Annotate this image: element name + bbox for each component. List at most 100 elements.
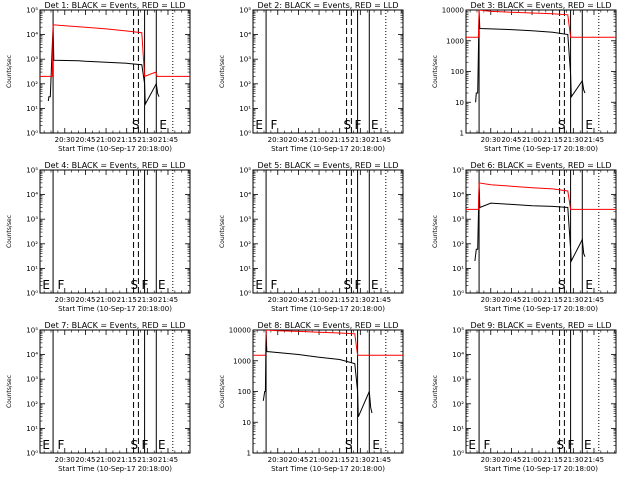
y-tick-label: 10⁵ (26, 327, 38, 335)
x-tick-label: 21:45 (158, 296, 178, 304)
detector-panel-8: Det 8: BLACK = Events, RED = LLD 1 10 100 10… (213, 320, 426, 480)
event-marker-label: E (255, 118, 263, 132)
x-tick-label: 20:45 (288, 136, 308, 144)
y-tick-label: 10¹ (452, 265, 464, 273)
y-tick-label: 10⁰ (26, 130, 38, 138)
series-line-events (474, 182, 586, 263)
x-axis-label: Start Time (10-Sep-17 20:18:00) (58, 305, 172, 313)
x-tick-label: 21:30 (350, 296, 370, 304)
series-line-events (475, 11, 586, 103)
event-marker-label: S (343, 278, 351, 292)
x-tick-label: 21:30 (350, 456, 370, 464)
chart-title: Det 6: BLACK = Events, RED = LLD (471, 161, 612, 170)
plot-frame (39, 169, 191, 294)
y-axis-label: Counts/sec (6, 55, 13, 88)
detector-panel-4: Det 4: BLACK = Events, RED = LLD 10⁰ 10¹ 10… (0, 160, 213, 320)
y-tick-label: 10³ (26, 56, 38, 64)
series-line-lld (253, 330, 403, 356)
y-tick-label: 10² (26, 400, 38, 408)
y-tick-label: 10³ (239, 56, 251, 64)
chart-title: Det 7: BLACK = Events, RED = LLD (45, 321, 186, 330)
y-tick-label: 10² (239, 240, 251, 248)
x-tick-label: 21:00 (522, 136, 542, 144)
chart-svg: Det 9: BLACK = Events, RED = LLD 10⁰ 10¹ 10… (432, 321, 617, 473)
detector-panel-2: Det 2: BLACK = Events, RED = LLD 10⁰ 10¹ 10… (213, 0, 426, 160)
x-tick-label: 20:45 (501, 456, 521, 464)
plot-frame (252, 9, 404, 134)
x-tick-label: 21:15 (330, 136, 350, 144)
y-tick-label: 10⁵ (452, 167, 464, 175)
event-marker-label: F (271, 118, 278, 132)
detector-panel-9: Det 9: BLACK = Events, RED = LLD 10⁰ 10¹ 10… (426, 320, 639, 480)
x-tick-label: 21:45 (371, 296, 391, 304)
y-tick-label: 10 (455, 99, 464, 107)
event-marker-label: S (130, 278, 138, 292)
x-tick-label: 21:30 (563, 296, 583, 304)
x-tick-label: 21:30 (137, 136, 157, 144)
event-marker-label: F (271, 278, 278, 292)
x-tick-label: 20:30 (268, 456, 288, 464)
event-marker-label: F (58, 438, 65, 452)
x-axis-label: Start Time (10-Sep-17 20:18:00) (271, 465, 385, 473)
x-tick-label: 21:45 (584, 296, 604, 304)
plot-frame (252, 329, 404, 454)
x-tick-label: 21:00 (522, 296, 542, 304)
chart-svg: Det 2: BLACK = Events, RED = LLD 10⁰ 10¹ 10… (219, 1, 404, 153)
y-tick-label: 1000 (446, 37, 464, 45)
y-axis-label: Counts/sec (432, 215, 439, 248)
x-tick-label: 21:45 (584, 136, 604, 144)
x-tick-label: 21:15 (117, 136, 137, 144)
x-tick-label: 20:45 (75, 296, 95, 304)
y-tick-label: 10⁵ (239, 7, 251, 15)
event-marker-label: F (58, 278, 65, 292)
x-tick-label: 21:00 (309, 296, 329, 304)
x-tick-label: 21:00 (96, 456, 116, 464)
x-tick-label: 21:30 (137, 456, 157, 464)
event-marker-label: E (42, 438, 50, 452)
event-marker-label: S (558, 118, 566, 132)
x-tick-label: 21:15 (330, 456, 350, 464)
y-tick-label: 10¹ (239, 265, 251, 273)
event-marker-label: E (585, 278, 593, 292)
event-marker-label: E (159, 118, 167, 132)
event-marker-label: E (255, 278, 263, 292)
x-tick-label: 21:30 (137, 296, 157, 304)
chart-title: Det 1: BLACK = Events, RED = LLD (45, 1, 186, 10)
x-tick-label: 20:30 (55, 136, 75, 144)
y-tick-label: 10⁵ (26, 167, 38, 175)
y-axis-label: Counts/sec (432, 375, 439, 408)
y-tick-label: 10³ (26, 216, 38, 224)
x-tick-label: 21:15 (117, 456, 137, 464)
chart-svg: Det 4: BLACK = Events, RED = LLD 10⁰ 10¹ 10… (6, 161, 191, 313)
event-marker-label: E (585, 118, 593, 132)
chart-svg: Det 6: BLACK = Events, RED = LLD 10⁰ 10¹ 10… (432, 161, 617, 313)
event-marker-label: E (42, 278, 50, 292)
x-tick-label: 21:00 (96, 296, 116, 304)
series-line-events (47, 24, 160, 106)
x-tick-label: 21:15 (543, 456, 563, 464)
y-tick-label: 100 (451, 68, 464, 76)
x-tick-label: 21:45 (158, 136, 178, 144)
series-line-lld (466, 10, 616, 38)
y-tick-label: 10³ (26, 376, 38, 384)
y-tick-label: 10⁴ (239, 31, 251, 39)
series-line-lld (40, 24, 190, 78)
plot-frame (252, 169, 404, 294)
y-tick-label: 10³ (452, 216, 464, 224)
chart-svg: Det 8: BLACK = Events, RED = LLD 1 10 100 10… (219, 321, 404, 473)
plot-frame (39, 329, 191, 454)
y-tick-label: 10000 (229, 327, 251, 335)
y-tick-label: 10² (452, 240, 464, 248)
event-marker-label: S (132, 118, 140, 132)
event-marker-label: E (371, 278, 379, 292)
y-tick-label: 10⁴ (26, 31, 38, 39)
y-tick-label: 1 (460, 130, 464, 138)
x-tick-label: 21:00 (96, 136, 116, 144)
series-group (466, 182, 616, 263)
x-tick-label: 20:45 (501, 296, 521, 304)
x-tick-label: 20:30 (268, 296, 288, 304)
event-marker-label: F (141, 278, 148, 292)
x-tick-label: 21:45 (584, 456, 604, 464)
y-tick-label: 10⁴ (26, 191, 38, 199)
